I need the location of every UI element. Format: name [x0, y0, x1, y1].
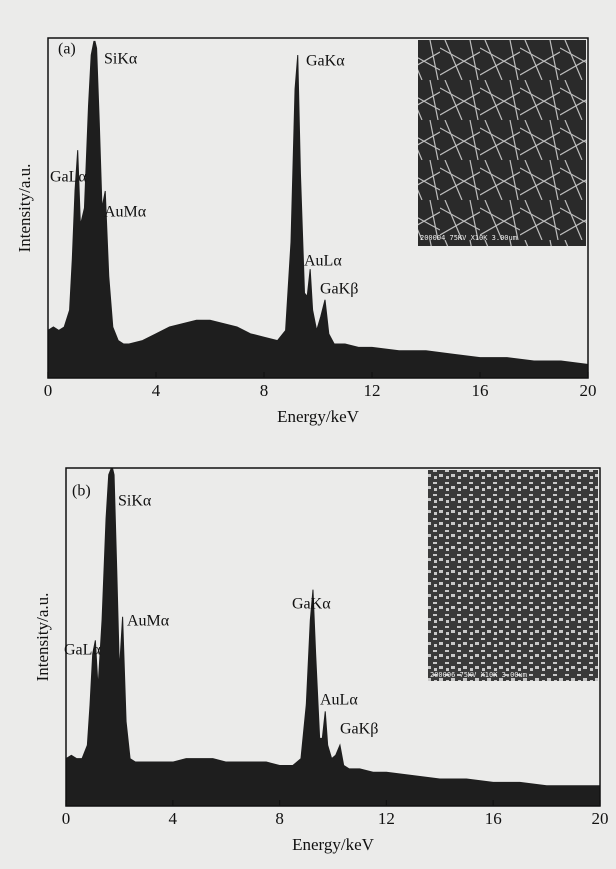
peak-label: GaLα	[50, 169, 87, 186]
peak-label: GaLα	[64, 642, 101, 659]
x-tick-label: 12	[378, 809, 395, 828]
spectrum	[65, 467, 601, 807]
peak-label: AuMα	[104, 204, 147, 221]
peak-label: AuMα	[127, 613, 170, 630]
sem-inset	[428, 470, 598, 681]
x-tick-label: 16	[485, 809, 502, 828]
x-tick-label: 20	[592, 809, 609, 828]
x-tick-label: 8	[275, 809, 284, 828]
panel-label: (b)	[72, 483, 91, 500]
inset-caption: 200006 75KV X10K 3.00um	[430, 671, 527, 679]
x-tick-label: 0	[62, 809, 71, 828]
peak-label: GaKα	[292, 596, 331, 613]
x-axis-label: Energy/keV	[277, 407, 360, 426]
peak-label: GaKβ	[320, 281, 358, 298]
peak-label: AuLα	[320, 692, 358, 709]
sem-inset	[418, 40, 586, 246]
x-tick-label: 12	[364, 381, 381, 400]
plot-frame	[47, 37, 589, 379]
panel-label: (a)	[58, 41, 76, 58]
x-tick-label: 4	[169, 809, 178, 828]
peak-label: SiKα	[104, 51, 138, 68]
x-axis-label: Energy/keV	[292, 835, 375, 854]
peak-label: GaKα	[306, 53, 345, 70]
peak-label: GaKβ	[340, 721, 378, 738]
peak-label: AuLα	[304, 253, 342, 270]
plot-frame	[65, 467, 601, 807]
y-axis-label: Intensity/a.u.	[33, 593, 52, 682]
x-tick-label: 20	[580, 381, 597, 400]
x-tick-label: 4	[152, 381, 161, 400]
x-tick-label: 16	[472, 381, 489, 400]
y-axis-label: Intensity/a.u.	[15, 164, 34, 253]
x-tick-label: 0	[44, 381, 53, 400]
inset-caption: 200004 75KV X10K 3.00um	[420, 234, 517, 242]
peak-label: SiKα	[118, 493, 152, 510]
x-tick-label: 8	[260, 381, 269, 400]
spectrum	[47, 40, 589, 379]
